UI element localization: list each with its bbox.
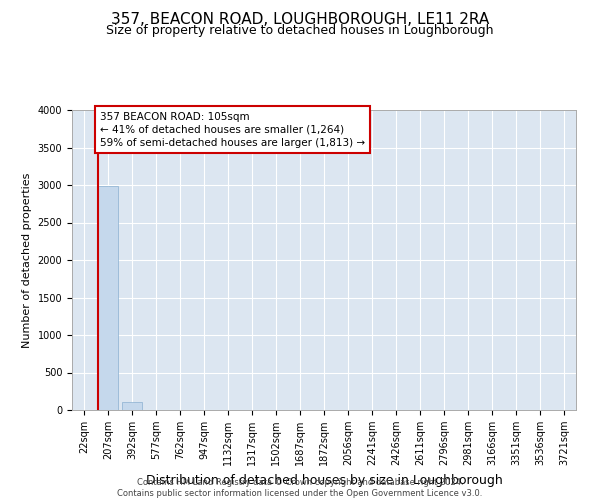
Text: 357 BEACON ROAD: 105sqm
← 41% of detached houses are smaller (1,264)
59% of semi: 357 BEACON ROAD: 105sqm ← 41% of detache… — [100, 112, 365, 148]
Text: 357, BEACON ROAD, LOUGHBOROUGH, LE11 2RA: 357, BEACON ROAD, LOUGHBOROUGH, LE11 2RA — [111, 12, 489, 28]
Text: Contains HM Land Registry data © Crown copyright and database right 2024.
Contai: Contains HM Land Registry data © Crown c… — [118, 478, 482, 498]
Y-axis label: Number of detached properties: Number of detached properties — [22, 172, 32, 348]
Bar — [98, 186, 118, 410]
Bar — [122, 402, 142, 410]
X-axis label: Distribution of detached houses by size in Loughborough: Distribution of detached houses by size … — [146, 474, 502, 486]
Text: Size of property relative to detached houses in Loughborough: Size of property relative to detached ho… — [106, 24, 494, 37]
